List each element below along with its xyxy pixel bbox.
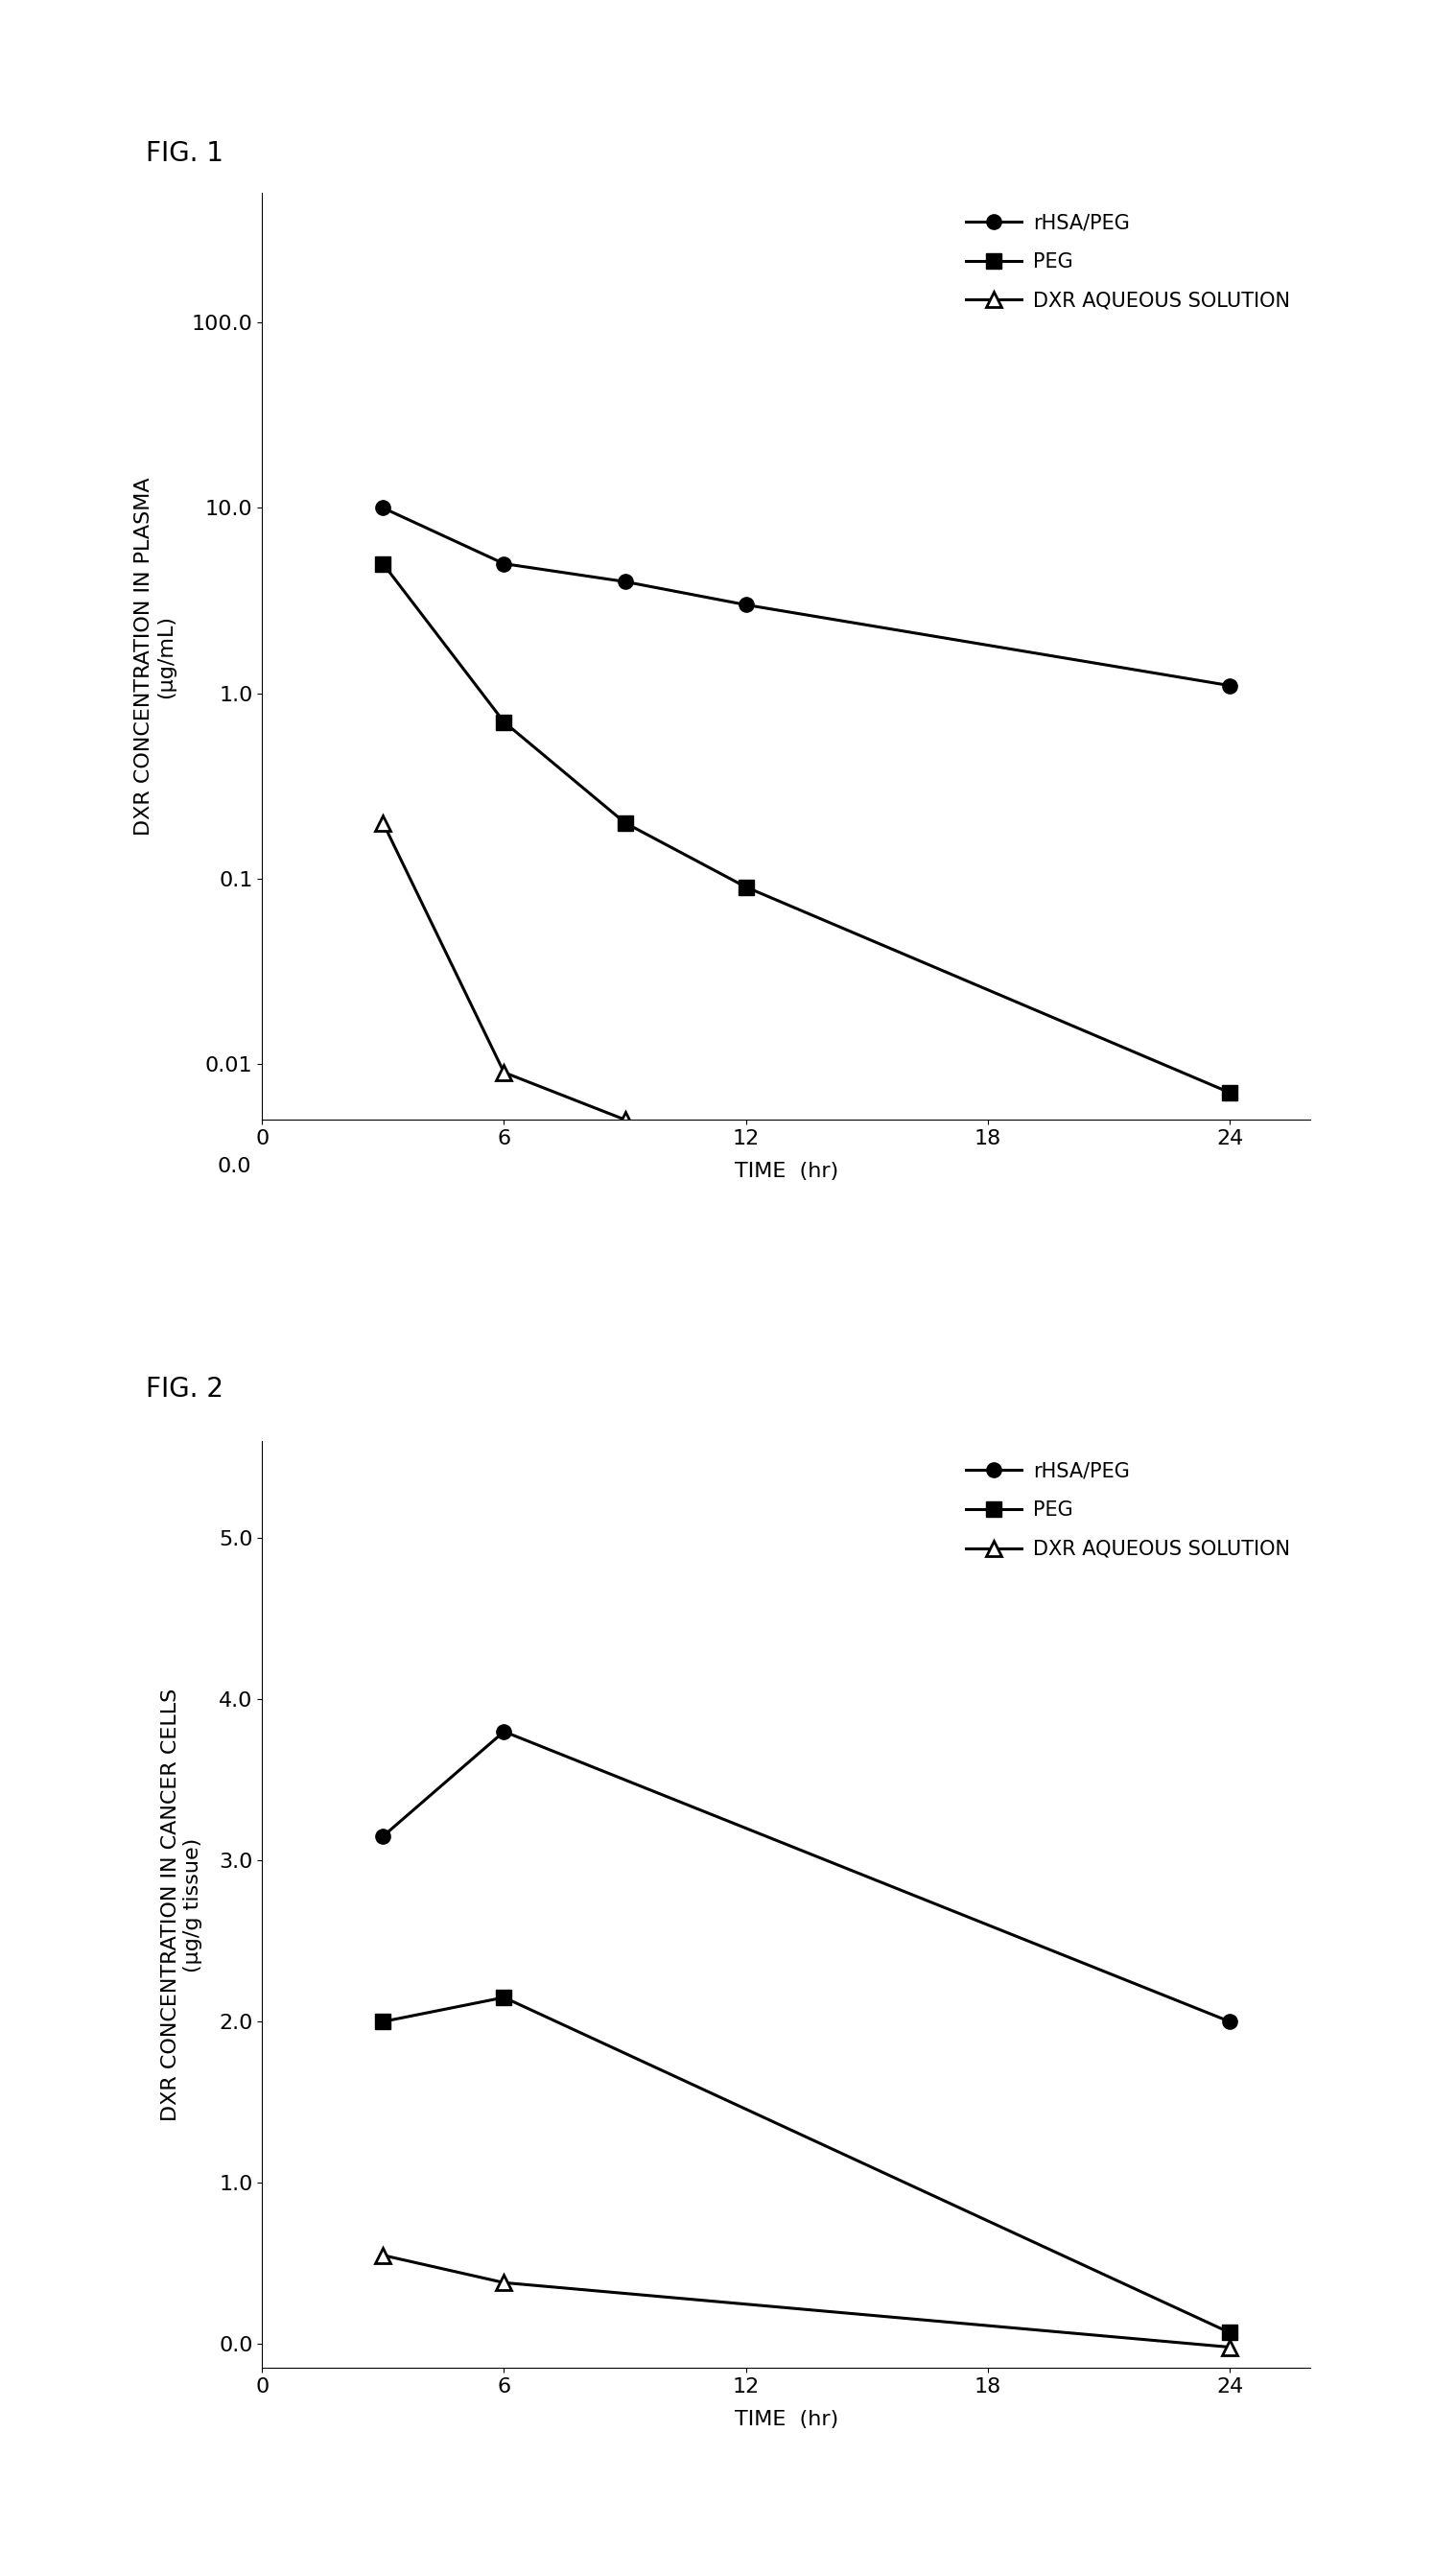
Line: DXR AQUEOUS SOLUTION: DXR AQUEOUS SOLUTION — [376, 2247, 1238, 2355]
DXR AQUEOUS SOLUTION — [1222, 1290, 1239, 1320]
PEG — [1222, 1076, 1239, 1107]
rHSA/PEG — [616, 566, 633, 597]
Text: 0.0: 0.0 — [217, 1156, 252, 1176]
PEG — [737, 873, 754, 903]
Line: DXR AQUEOUS SOLUTION: DXR AQUEOUS SOLUTION — [376, 816, 1238, 1313]
Line: PEG: PEG — [376, 1990, 1238, 2340]
Line: rHSA/PEG: rHSA/PEG — [376, 499, 1238, 692]
Y-axis label: DXR CONCENTRATION IN CANCER CELLS
(μg/g tissue): DXR CONCENTRATION IN CANCER CELLS (μg/g … — [162, 1689, 202, 2121]
Y-axis label: DXR CONCENTRATION IN PLASMA
(μg/mL): DXR CONCENTRATION IN PLASMA (μg/mL) — [134, 476, 176, 837]
DXR AQUEOUS SOLUTION — [495, 1058, 513, 1089]
rHSA/PEG — [495, 1717, 513, 1748]
rHSA/PEG — [374, 492, 392, 523]
DXR AQUEOUS SOLUTION — [374, 808, 392, 839]
rHSA/PEG — [495, 548, 513, 579]
PEG — [495, 705, 513, 736]
PEG — [495, 1982, 513, 2013]
Legend: rHSA/PEG, PEG, DXR AQUEOUS SOLUTION: rHSA/PEG, PEG, DXR AQUEOUS SOLUTION — [955, 203, 1300, 322]
rHSA/PEG — [374, 1820, 392, 1851]
Legend: rHSA/PEG, PEG, DXR AQUEOUS SOLUTION: rHSA/PEG, PEG, DXR AQUEOUS SOLUTION — [955, 1452, 1300, 1570]
Line: rHSA/PEG: rHSA/PEG — [376, 1725, 1238, 2028]
Line: PEG: PEG — [376, 556, 1238, 1099]
rHSA/PEG — [1222, 669, 1239, 700]
DXR AQUEOUS SOLUTION — [495, 2268, 513, 2299]
PEG — [374, 548, 392, 579]
DXR AQUEOUS SOLUTION — [374, 2239, 392, 2270]
PEG — [374, 2005, 392, 2036]
X-axis label: TIME  (hr): TIME (hr) — [734, 2409, 839, 2430]
PEG — [616, 808, 633, 839]
X-axis label: TIME  (hr): TIME (hr) — [734, 1161, 839, 1181]
DXR AQUEOUS SOLUTION — [737, 1145, 754, 1176]
DXR AQUEOUS SOLUTION — [1222, 2332, 1239, 2363]
PEG — [1222, 2317, 1239, 2347]
DXR AQUEOUS SOLUTION — [616, 1104, 633, 1135]
rHSA/PEG — [1222, 2005, 1239, 2036]
rHSA/PEG — [737, 589, 754, 620]
Text: FIG. 1: FIG. 1 — [146, 142, 223, 167]
Text: FIG. 2: FIG. 2 — [146, 1377, 223, 1403]
